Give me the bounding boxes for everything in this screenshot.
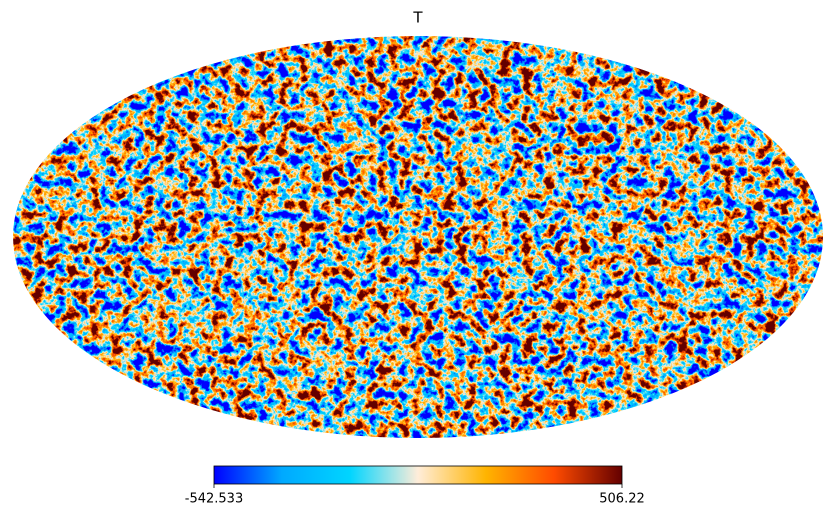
colorbar-tick-label: -542.533 — [185, 492, 243, 507]
sky-map — [13, 36, 823, 438]
colorbar — [213, 465, 623, 485]
colorbar-tick-label: 506.22 — [599, 492, 645, 507]
chart-title: T — [412, 9, 423, 27]
